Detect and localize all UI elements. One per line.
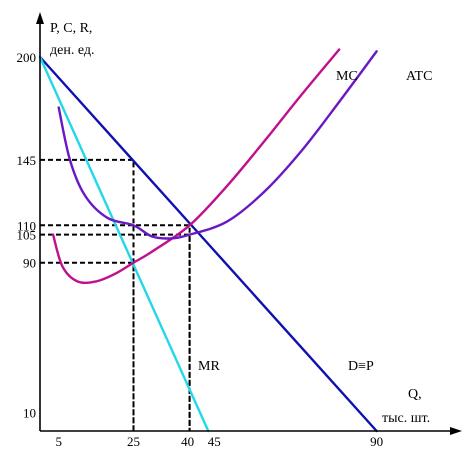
guide-line-1 <box>40 261 135 431</box>
y-tick-label-10: 10 <box>23 405 36 420</box>
y-tick-label-145: 145 <box>17 153 37 168</box>
x-axis-label-line2: тыс. шт. <box>382 411 430 426</box>
x-tick-label-25: 25 <box>127 434 140 449</box>
guide-lines <box>40 158 191 431</box>
y-tick-label-105: 105 <box>17 228 37 243</box>
curves <box>38 48 378 433</box>
y-tick-label-200: 200 <box>17 50 37 65</box>
y-axis-label-line2: ден. ед. <box>50 43 94 58</box>
series-label-mr: MR <box>198 359 220 374</box>
guide-line-0 <box>40 158 135 431</box>
guide-line-2 <box>40 224 191 431</box>
y-tick-label-90: 90 <box>23 256 36 271</box>
y-tick-label-110: 110 <box>17 218 36 233</box>
mc-curve <box>51 48 341 285</box>
mr-curve <box>38 55 210 433</box>
x-axis-arrow <box>450 427 462 435</box>
series-label-atc: ATC <box>406 69 432 84</box>
demand-curve <box>38 55 378 433</box>
y-axis-arrow <box>36 12 44 24</box>
series-label-mc: MC <box>336 69 358 84</box>
x-tick-label-90: 90 <box>370 434 383 449</box>
x-tick-label-45: 45 <box>208 434 221 449</box>
guide-line-3 <box>40 233 191 431</box>
x-axis-label-line1: Q, <box>408 387 422 402</box>
atc-curve <box>57 50 378 240</box>
x-tick-label-5: 5 <box>55 434 62 449</box>
x-tick-label-40: 40 <box>181 434 194 449</box>
series-label-demand: D≡P <box>348 359 374 374</box>
y-axis-label-line1: P, C, R, <box>50 21 92 36</box>
